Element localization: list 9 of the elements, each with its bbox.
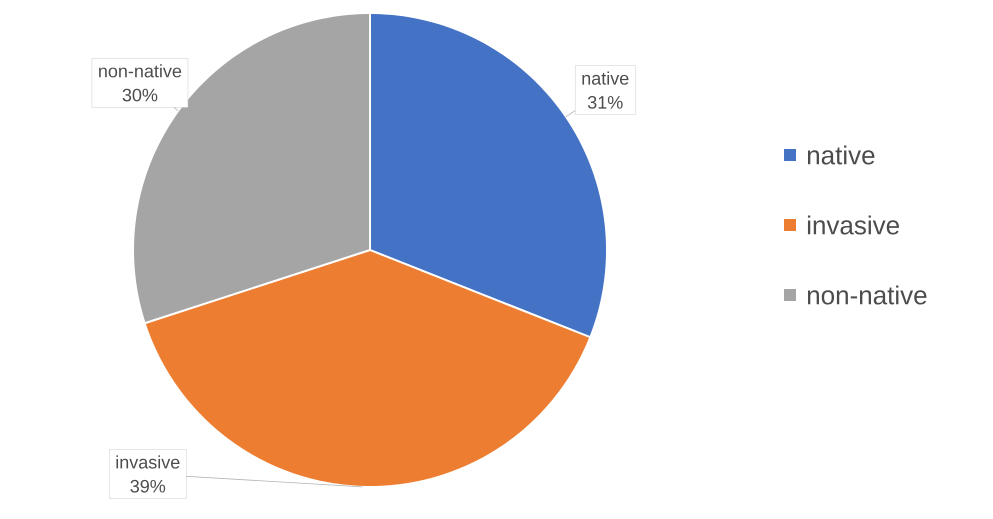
data-label: 31% bbox=[588, 96, 623, 109]
slice-label: invasive bbox=[116, 455, 180, 469]
legend-label: native bbox=[808, 145, 874, 165]
data-label: 30% bbox=[122, 88, 158, 102]
slice-label: native bbox=[582, 72, 628, 85]
data-label: 39% bbox=[130, 480, 166, 493]
legend-label: invasive bbox=[808, 215, 899, 235]
slice-label: non-native bbox=[99, 64, 182, 78]
legend-label: non-native bbox=[808, 285, 926, 305]
